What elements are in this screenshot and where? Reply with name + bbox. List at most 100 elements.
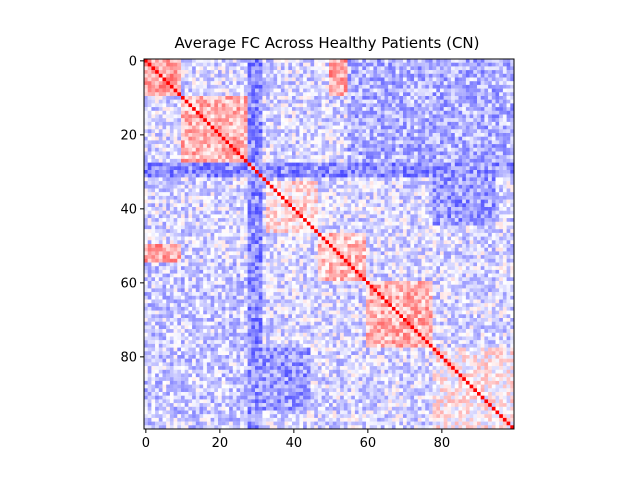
heatmap-cell xyxy=(295,118,300,123)
heatmap-cell xyxy=(403,81,407,86)
heatmap-cell xyxy=(243,240,248,245)
heatmap-cell xyxy=(158,73,163,78)
heatmap-cell xyxy=(410,225,415,230)
heatmap-cell xyxy=(184,114,189,119)
heatmap-cell xyxy=(351,81,356,86)
heatmap-cell xyxy=(354,121,359,126)
heatmap-cell xyxy=(321,147,326,152)
heatmap-cell xyxy=(218,207,222,211)
heatmap-cell xyxy=(377,118,381,123)
heatmap-cell xyxy=(380,62,385,67)
heatmap-cell xyxy=(269,59,274,63)
heatmap-cell xyxy=(488,70,492,74)
heatmap-cell xyxy=(199,136,204,141)
heatmap-cell xyxy=(288,177,293,182)
heatmap-cell xyxy=(458,81,463,86)
heatmap-cell xyxy=(473,207,478,211)
heatmap-cell xyxy=(499,129,504,134)
heatmap-cell xyxy=(288,84,293,89)
heatmap-cell xyxy=(417,240,422,245)
heatmap-cell xyxy=(428,88,433,93)
heatmap-cell xyxy=(225,110,230,115)
heatmap-cell xyxy=(391,207,396,211)
heatmap-cell xyxy=(247,229,252,234)
heatmap-cell xyxy=(425,221,430,226)
heatmap-cell xyxy=(510,70,515,74)
heatmap-cell xyxy=(425,88,430,93)
heatmap-cell xyxy=(155,140,159,145)
heatmap-cell xyxy=(280,170,285,174)
heatmap-cell xyxy=(280,158,285,163)
heatmap-cell xyxy=(332,210,337,215)
heatmap-cell xyxy=(147,177,152,182)
heatmap-cell xyxy=(362,195,367,200)
heatmap-cell xyxy=(403,151,407,156)
heatmap-cell xyxy=(510,236,515,241)
heatmap-cell xyxy=(255,173,259,178)
heatmap-cell xyxy=(502,99,507,104)
heatmap-cell xyxy=(166,184,171,189)
heatmap-cell xyxy=(314,96,319,100)
heatmap-cell xyxy=(380,133,385,137)
heatmap-cell xyxy=(221,77,226,82)
heatmap-cell xyxy=(340,158,344,163)
heatmap-cell xyxy=(428,218,433,222)
heatmap-cell xyxy=(480,192,485,197)
heatmap-cell xyxy=(273,129,278,134)
heatmap-cell xyxy=(266,195,270,200)
heatmap-cell xyxy=(465,192,470,197)
heatmap-cell xyxy=(440,62,444,67)
heatmap-cell xyxy=(480,84,485,89)
heatmap-cell xyxy=(340,225,344,230)
heatmap-cell xyxy=(369,59,374,63)
heatmap-cell xyxy=(380,70,385,74)
heatmap-cell xyxy=(299,99,304,104)
heatmap-cell xyxy=(495,62,500,67)
heatmap-cell xyxy=(358,221,363,226)
heatmap-cell xyxy=(425,136,430,141)
heatmap-cell xyxy=(269,232,274,237)
heatmap-cell xyxy=(343,158,348,163)
heatmap-cell xyxy=(177,110,182,115)
heatmap-cell xyxy=(181,221,185,226)
heatmap-cell xyxy=(232,192,237,197)
heatmap-cell xyxy=(158,240,163,245)
heatmap-cell xyxy=(336,107,341,111)
heatmap-cell xyxy=(210,195,215,200)
heatmap-cell xyxy=(362,192,367,197)
heatmap-cell xyxy=(480,147,485,152)
heatmap-cell xyxy=(502,199,507,204)
heatmap-cell xyxy=(169,147,174,152)
heatmap-cell xyxy=(329,192,333,197)
heatmap-cell xyxy=(203,155,208,160)
heatmap-cell xyxy=(299,92,304,97)
heatmap-cell xyxy=(484,166,489,171)
heatmap-cell xyxy=(484,99,489,104)
heatmap-cell xyxy=(484,173,489,178)
heatmap-cell xyxy=(169,88,174,93)
heatmap-cell xyxy=(273,173,278,178)
heatmap-cell xyxy=(488,88,492,93)
heatmap-cell xyxy=(273,162,278,167)
heatmap-cell xyxy=(440,110,444,115)
heatmap-cell xyxy=(195,240,200,245)
heatmap-cell xyxy=(236,96,241,100)
heatmap-cell xyxy=(414,62,418,67)
heatmap-cell xyxy=(251,195,256,200)
heatmap-cell xyxy=(410,184,415,189)
heatmap-cell xyxy=(184,125,189,130)
heatmap-cell xyxy=(354,62,359,67)
heatmap-cell xyxy=(362,129,367,134)
heatmap-cell xyxy=(417,66,422,71)
heatmap-cell xyxy=(447,151,452,156)
heatmap-cell xyxy=(317,147,322,152)
heatmap-cell xyxy=(388,121,393,126)
heatmap-cell xyxy=(214,214,219,219)
heatmap-cell xyxy=(465,210,470,215)
heatmap-cell xyxy=(310,170,315,174)
heatmap-cell xyxy=(269,125,274,130)
heatmap-cell xyxy=(443,88,448,93)
heatmap-cell xyxy=(195,121,200,126)
heatmap-cell xyxy=(432,70,437,74)
heatmap-cell xyxy=(247,207,252,211)
